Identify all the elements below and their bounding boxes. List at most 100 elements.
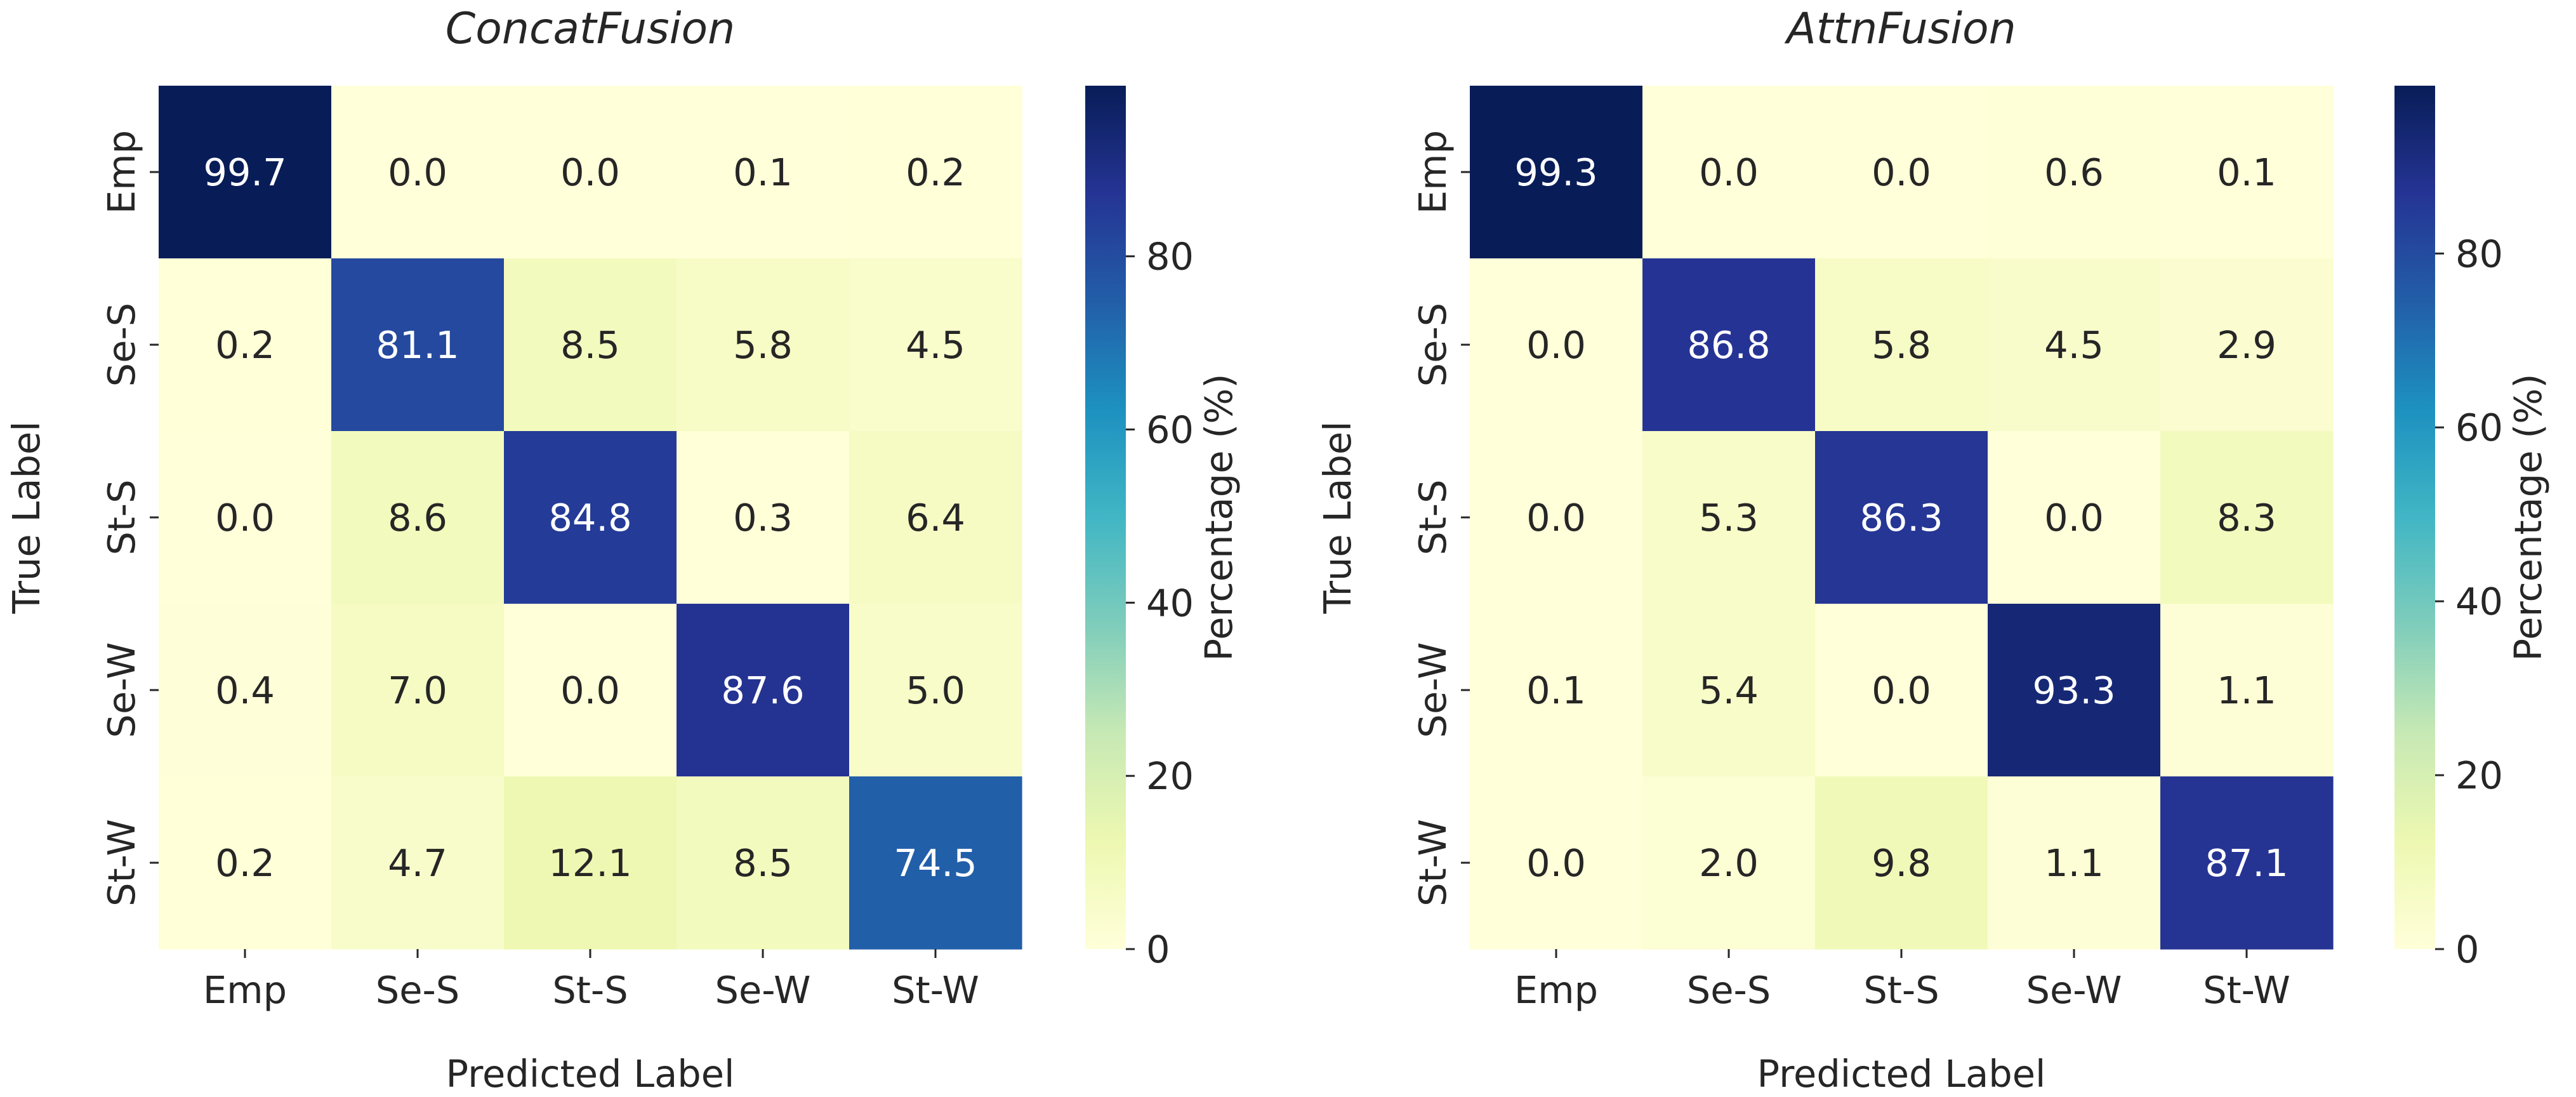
cell-value-label: 0.0 <box>1872 668 1931 712</box>
cell-value-label: 0.0 <box>560 668 620 712</box>
cell-value-label: 1.1 <box>2217 668 2276 712</box>
heatmap-cell <box>504 776 677 950</box>
heatmap-cell <box>1642 86 1816 259</box>
cell-value-label: 86.3 <box>1859 496 1943 540</box>
cell-value-label: 4.5 <box>2044 323 2104 367</box>
cell-value-label: 0.2 <box>215 323 275 367</box>
heatmap-cell <box>677 776 850 950</box>
heatmap-cell <box>331 86 505 259</box>
y-tick-label: St-W <box>100 819 143 907</box>
cell-value-label: 0.4 <box>215 668 275 712</box>
x-tick-label: St-W <box>2203 968 2290 1012</box>
heatmap-cell <box>331 604 505 777</box>
x-tick-label: Se-S <box>1687 968 1771 1012</box>
cell-value-label: 0.0 <box>1526 841 1586 885</box>
x-tick-label: St-S <box>1863 968 1939 1012</box>
heatmap-cell <box>331 431 505 604</box>
chart-title: ConcatFusion <box>446 4 735 54</box>
heatmap-panel-1: ConcatFusion 99.7 0.0 0.0 0.1 0.2 0.2 81.1 8.5 5.… <box>4 4 1241 1096</box>
heatmap-cell <box>1988 258 2161 432</box>
cell-value-label: 0.0 <box>1872 150 1931 194</box>
colorbar-tick-label: 0 <box>2455 927 2480 971</box>
colorbar <box>2394 86 2435 949</box>
x-tick-label: St-S <box>552 968 628 1012</box>
y-tick-label: Se-W <box>100 642 143 738</box>
cell-value-label: 9.8 <box>1872 841 1931 885</box>
heatmap-cell <box>159 604 332 777</box>
colorbar-tick-label: 80 <box>2455 232 2503 276</box>
cell-value-label: 2.9 <box>2217 323 2276 367</box>
cell-value-label: 6.4 <box>906 496 965 540</box>
y-tick-label: Se-S <box>1411 303 1455 387</box>
cell-value-label: 0.1 <box>733 150 793 194</box>
colorbar-tick-label: 40 <box>2455 580 2503 623</box>
heatmap-cell <box>2160 431 2334 604</box>
cell-value-label: 0.0 <box>388 150 447 194</box>
colorbar-tick-label: 80 <box>1146 235 1194 279</box>
cell-value-label: 87.6 <box>721 668 804 712</box>
cell-value-label: 0.2 <box>906 150 965 194</box>
cell-value-label: 2.0 <box>1699 841 1759 885</box>
heatmap-cell <box>849 604 1022 777</box>
x-tick-label: Se-S <box>376 968 460 1012</box>
cell-value-label: 74.5 <box>894 841 977 885</box>
heatmap-cell <box>677 604 850 777</box>
heatmap-cell <box>1815 431 1988 604</box>
x-tick-label: St-W <box>892 968 979 1012</box>
colorbar-label: Percentage (%) <box>2506 374 2550 662</box>
heatmap-cell <box>2160 776 2334 950</box>
heatmap-cell <box>504 86 677 259</box>
heatmap-cell <box>1988 604 2161 777</box>
cell-value-label: 5.8 <box>1872 323 1931 367</box>
heatmap-cell <box>849 776 1022 950</box>
y-tick-label: Emp <box>100 130 143 214</box>
colorbar-tick-label: 20 <box>1146 754 1194 798</box>
heatmap-cell <box>1815 604 1988 777</box>
heatmap-cell <box>504 258 677 432</box>
heatmap-cell <box>2160 86 2334 259</box>
heatmap-cell <box>849 431 1022 604</box>
heatmap-cell <box>677 258 850 432</box>
heatmap-cell <box>1642 431 1816 604</box>
cell-value-label: 0.6 <box>2044 150 2104 194</box>
heatmap-cell <box>159 431 332 604</box>
heatmap-cell <box>1988 86 2161 259</box>
y-axis-label: True Label <box>4 421 48 614</box>
y-tick-label: Se-S <box>100 303 143 387</box>
heatmap-cell <box>677 431 850 604</box>
cell-value-label: 4.7 <box>388 841 447 885</box>
heatmap-cell <box>1988 776 2161 950</box>
colorbar-tick-label: 60 <box>2455 406 2503 449</box>
heatmap-cell <box>504 604 677 777</box>
x-tick-label: Se-W <box>2026 968 2122 1012</box>
heatmap-cell <box>1642 258 1816 432</box>
heatmap-cell <box>1470 258 1643 432</box>
heatmap-cell <box>1470 431 1643 604</box>
colorbar-tick-label: 20 <box>2455 754 2503 797</box>
cell-value-label: 93.3 <box>2032 668 2115 712</box>
cell-value-label: 99.3 <box>1514 150 1597 194</box>
cell-value-label: 0.0 <box>1699 150 1759 194</box>
x-tick-label: Emp <box>1514 968 1598 1012</box>
colorbar <box>1085 86 1126 949</box>
colorbar-label: Percentage (%) <box>1197 374 1241 662</box>
cell-value-label: 87.1 <box>2205 841 2288 885</box>
y-tick-label: Se-W <box>1411 642 1455 738</box>
y-tick-label: St-S <box>100 479 143 555</box>
cell-value-label: 12.1 <box>548 841 631 885</box>
cell-value-label: 0.0 <box>215 496 275 540</box>
x-tick-label: Se-W <box>715 968 811 1012</box>
cell-value-label: 5.0 <box>906 668 965 712</box>
x-axis-label: Predicted Label <box>446 1052 735 1096</box>
cell-value-label: 0.0 <box>2044 496 2104 540</box>
heatmap-cell <box>159 86 332 259</box>
heatmap-cell <box>159 776 332 950</box>
heatmap-cell <box>1988 431 2161 604</box>
heatmap-cell <box>1815 86 1988 259</box>
colorbar-tick-label: 60 <box>1146 408 1194 452</box>
cell-value-label: 5.8 <box>733 323 793 367</box>
y-axis-label: True Label <box>1316 421 1359 614</box>
heatmap-panel-2: AttnFusion 99.3 0.0 0.0 0.6 0.1 0.0 86.8 5.8 4.5 2… <box>1316 4 2550 1096</box>
cell-value-label: 84.8 <box>548 496 631 540</box>
cell-value-label: 0.0 <box>560 150 620 194</box>
